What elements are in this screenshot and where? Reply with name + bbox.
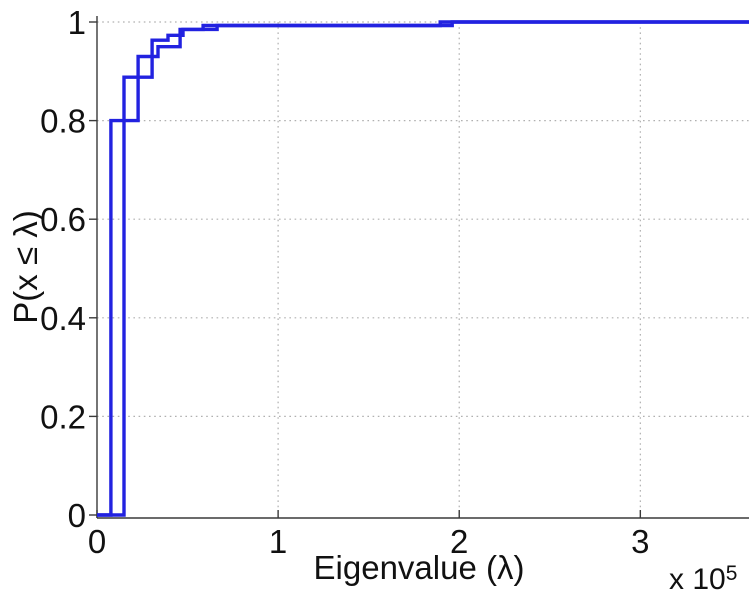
x-tick-label: 3	[631, 523, 649, 560]
y-tick-label: 0.2	[40, 398, 86, 435]
x-axis-exponent-label: x 105	[669, 562, 737, 597]
x-tick-label: 2	[450, 523, 468, 560]
y-tick-label: 0.4	[40, 300, 86, 337]
x-axis-label: Eigenvalue (λ)	[313, 549, 525, 586]
y-tick-label: 0	[68, 497, 86, 534]
ecdf-curve-2	[97, 20, 749, 517]
y-tick-label: 0.8	[40, 103, 86, 140]
exponent-value: 5	[725, 562, 738, 585]
x-tick-label: 1	[269, 523, 287, 560]
y-axis-label: P(x ≤ λ)	[7, 210, 44, 324]
y-tick-label: 1	[68, 4, 86, 41]
ecdf-curve-1	[97, 20, 749, 517]
x-tick-label: 0	[88, 523, 106, 560]
exponent-prefix: x 10	[669, 563, 726, 596]
y-tick-label: 0.6	[40, 201, 86, 238]
